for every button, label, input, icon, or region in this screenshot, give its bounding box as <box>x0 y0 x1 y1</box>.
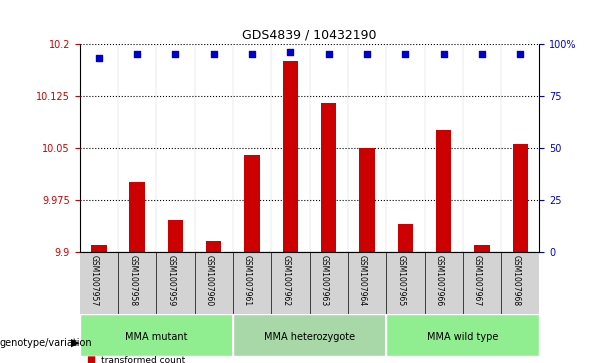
Text: ■: ■ <box>86 355 95 363</box>
Point <box>477 51 487 57</box>
Point <box>516 51 525 57</box>
Bar <box>206 241 221 252</box>
Text: MMA wild type: MMA wild type <box>427 332 498 342</box>
Bar <box>233 314 386 356</box>
Title: GDS4839 / 10432190: GDS4839 / 10432190 <box>242 28 377 41</box>
Bar <box>91 245 107 252</box>
Text: GSM1007959: GSM1007959 <box>167 255 175 306</box>
Point <box>362 51 372 57</box>
Bar <box>512 144 528 252</box>
Text: GSM1007958: GSM1007958 <box>128 255 137 306</box>
Bar <box>474 245 490 252</box>
Point <box>170 51 180 57</box>
Text: GSM1007968: GSM1007968 <box>511 255 520 306</box>
Bar <box>321 102 337 252</box>
Bar <box>398 224 413 252</box>
Text: MMA mutant: MMA mutant <box>125 332 188 342</box>
Bar <box>80 314 233 356</box>
Bar <box>245 155 260 252</box>
Text: GSM1007966: GSM1007966 <box>435 255 444 306</box>
Point <box>324 51 333 57</box>
Text: GSM1007961: GSM1007961 <box>243 255 252 306</box>
Bar <box>436 130 451 252</box>
Text: GSM1007957: GSM1007957 <box>90 255 99 306</box>
Point <box>439 51 449 57</box>
Text: GSM1007964: GSM1007964 <box>358 255 367 306</box>
Point <box>132 51 142 57</box>
Bar <box>386 314 539 356</box>
Point <box>286 49 295 55</box>
Point <box>209 51 219 57</box>
Text: GSM1007962: GSM1007962 <box>281 255 291 306</box>
Text: GSM1007967: GSM1007967 <box>473 255 482 306</box>
Text: GSM1007965: GSM1007965 <box>397 255 405 306</box>
Text: GSM1007960: GSM1007960 <box>205 255 214 306</box>
Point <box>247 51 257 57</box>
Bar <box>283 61 298 252</box>
Bar <box>359 148 375 252</box>
Bar <box>168 220 183 252</box>
Text: ▶: ▶ <box>70 338 79 348</box>
Point <box>400 51 410 57</box>
Point <box>94 55 104 61</box>
Text: genotype/variation: genotype/variation <box>0 338 93 348</box>
Text: MMA heterozygote: MMA heterozygote <box>264 332 355 342</box>
Bar <box>129 182 145 252</box>
Text: GSM1007963: GSM1007963 <box>320 255 329 306</box>
Text: transformed count: transformed count <box>101 356 185 363</box>
